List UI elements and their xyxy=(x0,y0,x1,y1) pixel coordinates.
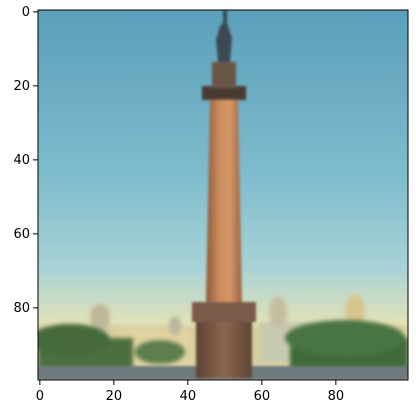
pedestal xyxy=(196,318,252,378)
x-axis: 0 20 40 60 80 xyxy=(36,380,344,404)
y-tick-label: 80 xyxy=(13,301,30,316)
x-tick-label: 0 xyxy=(36,389,44,404)
x-tick-label: 60 xyxy=(254,389,271,404)
y-axis: 0 20 40 60 80 xyxy=(13,5,38,316)
y-tick-label: 60 xyxy=(13,227,30,242)
pedestal-top xyxy=(192,302,256,322)
photo-image xyxy=(30,10,408,380)
x-tick-label: 20 xyxy=(106,389,123,404)
y-tick-label: 40 xyxy=(13,153,30,168)
x-tick-label: 40 xyxy=(180,389,197,404)
column-drum xyxy=(212,62,236,88)
y-tick-label: 20 xyxy=(13,79,30,94)
x-tick-label: 80 xyxy=(328,389,345,404)
column-shaft xyxy=(206,100,242,302)
column-capital xyxy=(202,86,246,100)
y-tick-label: 0 xyxy=(22,5,30,20)
